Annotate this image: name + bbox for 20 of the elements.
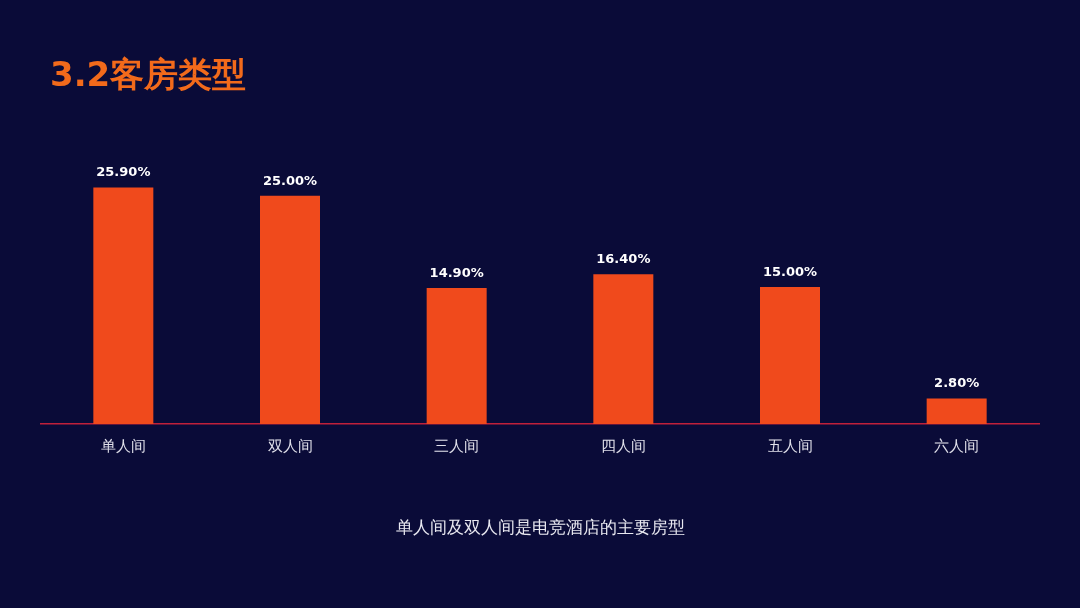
bar	[426, 287, 487, 424]
bar	[593, 274, 654, 424]
data-label: 25.90%	[96, 164, 151, 180]
bar	[926, 398, 987, 424]
data-label: 2.80%	[934, 375, 980, 391]
x-tick-label: 三人间	[434, 437, 480, 455]
bar	[760, 287, 820, 424]
data-label: 16.40%	[596, 251, 651, 267]
data-label: 25.00%	[262, 172, 318, 188]
bar	[260, 195, 320, 424]
x-tick-label: 五人间	[767, 437, 813, 455]
x-tick-label: 四人间	[600, 437, 646, 455]
data-label: 15.00%	[762, 263, 818, 279]
x-tick-label: 双人间	[267, 437, 313, 455]
x-tick-label: 单人间	[100, 437, 146, 455]
data-label: 14.90%	[429, 264, 484, 280]
chart-title: 3.2客房类型	[50, 53, 247, 96]
bar	[93, 187, 154, 424]
x-tick-label: 六人间	[934, 437, 980, 455]
text: 单人间及双人间是电竞酒店的主要房型	[394, 516, 686, 539]
